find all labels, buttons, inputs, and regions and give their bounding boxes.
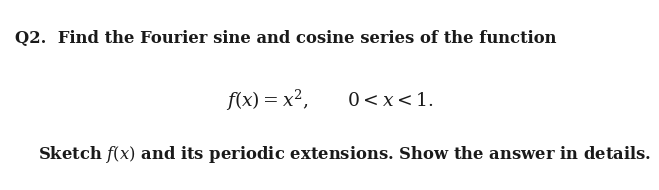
- Text: $\mathit{f}(\mathit{x}) = \mathit{x}^2,$$\quad\quad 0 < \mathit{x} < 1.$: $\mathit{f}(\mathit{x}) = \mathit{x}^2,$…: [225, 87, 434, 113]
- Text: Q2.  Find the Fourier sine and cosine series of the function: Q2. Find the Fourier sine and cosine ser…: [15, 30, 557, 47]
- Text: Sketch $\mathit{f}(\mathit{x})$ and its periodic extensions. Show the answer in : Sketch $\mathit{f}(\mathit{x})$ and its …: [38, 144, 652, 165]
